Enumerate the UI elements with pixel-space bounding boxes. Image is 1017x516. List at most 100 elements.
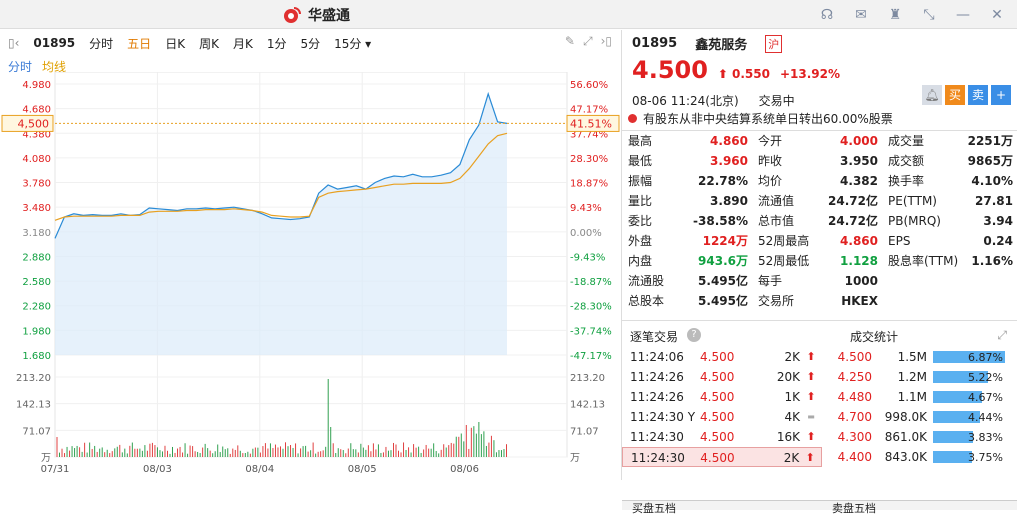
stat-label: 最高 (628, 134, 653, 148)
notice[interactable]: 有股东从非中央结算系统单日转出60.00%股票 (628, 110, 893, 127)
quote-date: 08-06 (632, 94, 667, 108)
price-tick-label: 2.580 (22, 277, 51, 288)
shrink-icon[interactable]: ⤡ (923, 7, 935, 23)
close-icon[interactable]: ✕ (991, 7, 1003, 23)
tick-volume: 4K (784, 410, 800, 424)
sell-button[interactable]: 卖 (968, 85, 988, 105)
avg-line (54, 132, 508, 221)
panel-toggle-icon[interactable]: ▯‹ (8, 36, 20, 50)
tick-row[interactable]: 11:24:26 4.500 1K ⬆ (622, 387, 822, 407)
stat-label: PE(TTM) (888, 194, 937, 208)
alert-dot-icon (628, 114, 637, 123)
tab-fenshi[interactable]: 分时 (89, 36, 114, 51)
mail-icon[interactable]: ✉ (855, 7, 867, 23)
add-watchlist-button[interactable]: + (991, 85, 1011, 105)
stat-label: 总市值 (758, 214, 795, 228)
expand-icon[interactable]: ⤢ (582, 34, 593, 48)
stat-volume: 1.1M (897, 390, 927, 404)
title-bar: 华盛通 ☊ ✉ ♜ ⤡ — ✕ (0, 0, 1017, 29)
volume-stat-row: 4.500 1.5M 6.87% (822, 347, 1017, 367)
expand-stats-icon[interactable]: ⤢ (997, 328, 1007, 342)
tick-row[interactable]: 11:24:30 4.500 2K ⬆ (622, 447, 822, 467)
price-tick-label: 3.480 (22, 203, 51, 214)
price-tick-label: 4.080 (22, 154, 51, 165)
stat-value: 3.950 (840, 154, 878, 168)
tab-tick-trades[interactable]: 逐笔交易 (630, 330, 679, 344)
bell-icon[interactable]: 🔔︎ (922, 85, 942, 105)
date-tick-label: 08/05 (348, 464, 377, 475)
tab-1min[interactable]: 1分 (266, 36, 287, 51)
stat-volume: 861.0K (884, 430, 927, 444)
date-tick-label: 07/31 (41, 464, 70, 475)
shirt-icon[interactable]: ♜ (888, 7, 902, 23)
bid-book-label: 买盘五档 (632, 502, 676, 515)
tab-day-k[interactable]: 日K (165, 36, 186, 51)
buy-button[interactable]: 买 (945, 85, 965, 105)
minimize-icon[interactable]: — (956, 7, 970, 23)
tick-volume: 1K (784, 390, 800, 404)
quote-code: 01895 (632, 36, 678, 51)
stat-price: 4.250 (837, 370, 872, 384)
volume-tick-label: 213.20 (570, 373, 605, 384)
stats-row: 量比 3.890 流通值 24.72亿 PE(TTM) 27.81 (622, 191, 1017, 211)
quote-name: 鑫苑服务 (695, 38, 748, 53)
tick-row[interactable]: 11:24:30 4.500 16K ⬆ (622, 427, 822, 447)
stat-value: 2251万 (967, 134, 1013, 148)
tab-week-k[interactable]: 周K (199, 36, 219, 51)
percent-tick-label: 37.74% (570, 129, 608, 140)
price-area (55, 93, 507, 356)
tab-month-k[interactable]: 月K (232, 36, 253, 51)
stat-label: 今开 (758, 134, 783, 148)
stat-value: 3.94 (983, 214, 1013, 228)
stat-value: 9865万 (967, 154, 1013, 168)
stat-label: 52周最高 (758, 234, 810, 248)
stat-percent: 4.44% (968, 411, 1003, 424)
percent-tick-label: 47.17% (570, 105, 608, 116)
tick-price: 4.500 (700, 390, 735, 404)
stat-value: 4.860 (710, 134, 748, 148)
volume-share-bar: 3.83% (933, 431, 1005, 444)
help-icon[interactable]: ? (687, 328, 701, 342)
tab-five-day[interactable]: 五日 (127, 36, 152, 51)
stat-value: 4.860 (840, 234, 878, 248)
stat-percent: 6.87% (968, 351, 1003, 364)
last-price: 4.500 (632, 56, 708, 84)
stat-value: 4.000 (840, 134, 878, 148)
intraday-chart[interactable]: 4.980 56.60% 4.680 47.17% 4.380 37.74% 4.080 28… (0, 72, 622, 480)
tick-price: 4.500 (700, 410, 735, 424)
tick-row[interactable]: 11:24:06 4.500 2K ⬆ (622, 347, 822, 367)
volume-share-bar: 5.22% (933, 371, 1005, 384)
tab-15min-dropdown[interactable]: 15分 ▾ (334, 36, 372, 51)
stat-value: 943.6万 (698, 254, 748, 268)
percent-tick-label: -18.87% (570, 277, 612, 288)
stat-volume: 1.2M (897, 370, 927, 384)
market-tag: 沪 (765, 34, 783, 53)
percent-tick-label: 9.43% (570, 203, 602, 214)
price-tick-label: 2.280 (22, 302, 51, 313)
stat-value: 1000 (844, 274, 878, 288)
tab-5min[interactable]: 5分 (300, 36, 321, 51)
stat-value: 5.495亿 (698, 274, 748, 288)
stat-value: 22.78% (698, 174, 748, 188)
stat-price: 4.480 (837, 390, 872, 404)
percent-tick-label: -28.30% (570, 302, 612, 313)
tab-volume-stats[interactable]: 成交统计 (850, 330, 899, 344)
price-change: 0.550 (731, 67, 770, 81)
tick-row[interactable]: 11:24:26 4.500 20K ⬆ (622, 367, 822, 387)
tick-price: 4.500 (700, 451, 735, 465)
tick-price: 4.500 (700, 350, 735, 364)
percent-tick-label: 0.00% (570, 228, 602, 239)
panel-right-icon[interactable]: ›▯ (600, 34, 612, 48)
stat-label: 均价 (758, 174, 783, 188)
tick-list: 11:24:06 4.500 2K ⬆ 11:24:26 4.500 20K ⬆ 11:24:2… (622, 347, 822, 467)
stat-value: 0.24 (983, 234, 1013, 248)
tick-row[interactable]: 11:24:30 Y 4.500 4K ▬ (622, 407, 822, 427)
stat-value: 3.890 (710, 194, 748, 208)
stat-value: 1.128 (840, 254, 878, 268)
stat-label: 股息率(TTM) (888, 254, 959, 268)
pencil-icon[interactable]: ✎ (564, 34, 575, 48)
price-tick-label: 4.980 (22, 80, 51, 91)
stat-percent: 4.67% (968, 391, 1003, 404)
stat-label: EPS (888, 234, 911, 248)
headset-icon[interactable]: ☊ (820, 7, 834, 23)
